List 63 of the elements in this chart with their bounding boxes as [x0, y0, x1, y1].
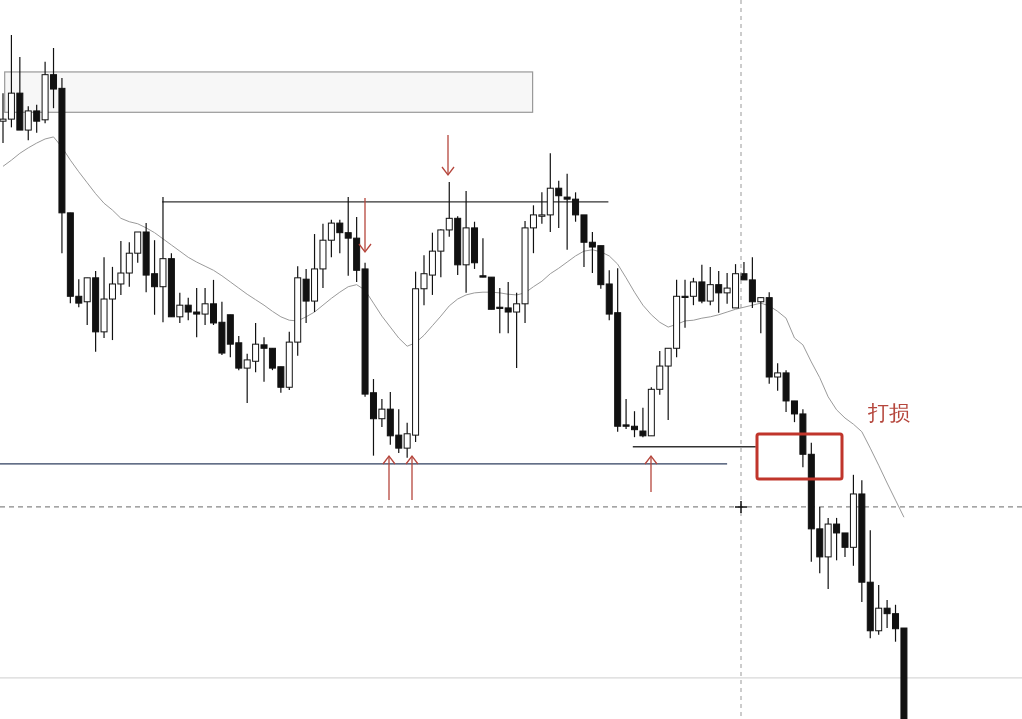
- candlestick: [403, 422, 411, 459]
- candlestick: [260, 336, 268, 383]
- candlestick: [125, 241, 133, 288]
- candlestick: [252, 322, 260, 373]
- candlestick: [151, 239, 159, 316]
- candlestick: [134, 231, 142, 264]
- candlestick: [445, 181, 453, 238]
- candlestick: [622, 398, 630, 430]
- candlestick: [479, 237, 487, 278]
- candlestick: [689, 277, 697, 306]
- candlestick: [656, 350, 664, 396]
- candlestick: [833, 517, 841, 561]
- candlestick: [184, 297, 192, 321]
- candlestick: [344, 196, 352, 277]
- candlestick: [631, 410, 638, 438]
- candlestick: [639, 407, 647, 438]
- candlestick: [33, 104, 41, 134]
- candlestick: [757, 296, 765, 334]
- candlestick: [715, 270, 723, 314]
- candlestick: [664, 347, 672, 421]
- candlestick: [790, 400, 798, 423]
- candlestick: [748, 256, 756, 309]
- candlestick: [841, 532, 849, 558]
- candlestick: [108, 266, 116, 341]
- candlestick: [883, 599, 891, 629]
- candlestick: [117, 240, 125, 296]
- candlestick: [243, 353, 251, 404]
- candlestick: [513, 292, 521, 369]
- candlestick: [740, 261, 748, 281]
- candlestick: [572, 191, 580, 223]
- candlestick: [83, 277, 91, 326]
- candlestick: [555, 180, 563, 229]
- candlestick: [563, 173, 571, 251]
- candlestick: [706, 266, 714, 306]
- candlestick: [50, 47, 58, 109]
- candlestick: [588, 231, 596, 274]
- candlestick: [176, 292, 184, 324]
- candlestick: [529, 204, 537, 254]
- candlestick: [892, 604, 900, 643]
- candlestick: [201, 287, 209, 326]
- candlestick: [538, 191, 546, 225]
- candlestick: [378, 398, 386, 428]
- candlestick: [437, 228, 445, 278]
- annotation: 打损: [868, 401, 910, 425]
- candlestick: [193, 287, 201, 338]
- candlestick: [496, 287, 504, 334]
- candlestick: [210, 279, 217, 326]
- candlestick: [395, 408, 403, 454]
- candlestick: [723, 272, 731, 305]
- candlestick: [277, 366, 285, 394]
- candlestick: [336, 219, 344, 254]
- candlestick: [681, 279, 689, 329]
- candlestick: [774, 362, 782, 392]
- candlestick: [327, 219, 335, 258]
- candlestick: [504, 281, 512, 334]
- candlestick: [428, 232, 436, 296]
- candlestick: [302, 268, 310, 324]
- candlestick: [0, 92, 7, 144]
- candlestick: [24, 105, 32, 141]
- candlestick: [875, 584, 883, 636]
- candlestick: [698, 264, 706, 304]
- candlestick: [75, 278, 83, 308]
- candlestick: [420, 254, 428, 306]
